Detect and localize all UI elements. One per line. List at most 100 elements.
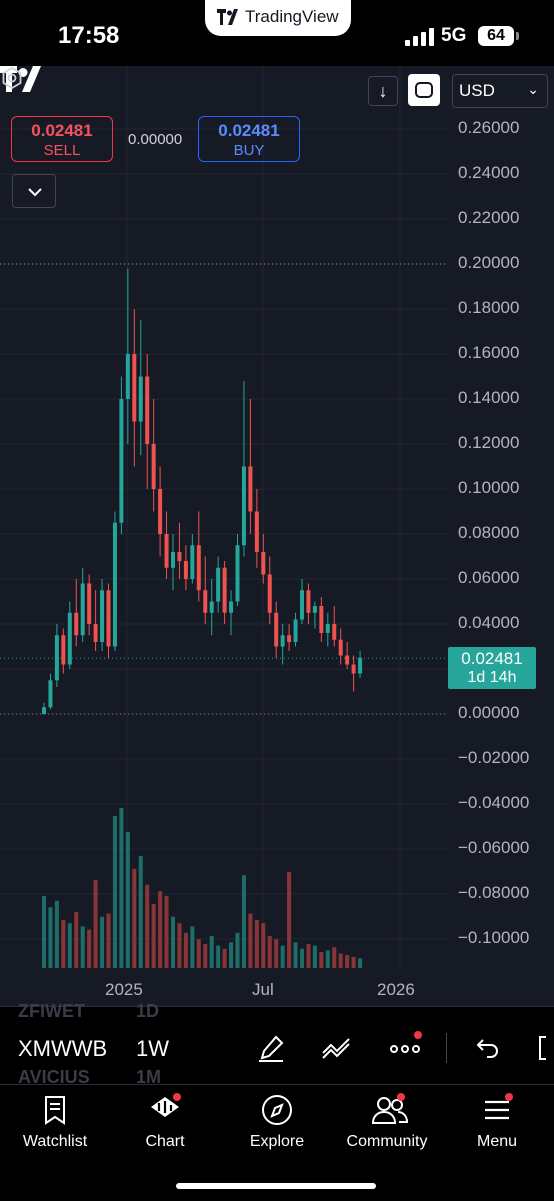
volume-bar	[312, 945, 317, 968]
brush-icon[interactable]	[254, 1031, 288, 1065]
volume-bar	[171, 916, 175, 968]
sell-button[interactable]: 0.02481 SELL	[11, 116, 113, 162]
download-button[interactable]: ↓	[368, 76, 398, 106]
candle-body	[171, 552, 175, 568]
candle-body	[358, 657, 363, 674]
candlestick-chart[interactable]	[0, 66, 554, 1006]
volume-bar	[119, 808, 124, 968]
price-tick-label: 0.24000	[458, 163, 520, 182]
volume-bar	[145, 884, 150, 968]
candle-body	[293, 619, 298, 642]
candle-body	[196, 545, 201, 591]
candle-body	[235, 545, 240, 602]
candle-body	[241, 466, 246, 546]
volume-bar	[54, 900, 59, 968]
time-label-2025: 2025	[105, 980, 143, 999]
volume-bar	[48, 907, 53, 968]
volume-bar	[216, 945, 221, 968]
watchlist-icon	[45, 1096, 65, 1125]
more-icon[interactable]	[388, 1031, 422, 1065]
candle-body	[48, 680, 53, 708]
buy-button[interactable]: 0.02481 BUY	[198, 116, 300, 162]
status-time: 17:58	[58, 22, 120, 49]
volume-bar	[42, 896, 46, 968]
volume-bar	[306, 944, 311, 968]
last-price-value: 0.02481	[461, 649, 523, 668]
nav-chart[interactable]: Chart	[110, 1085, 220, 1165]
chart-type-button[interactable]	[408, 74, 440, 106]
symbol-picker[interactable]: XMWWB	[18, 1036, 108, 1061]
volume-bar	[112, 816, 117, 968]
undo-icon[interactable]	[470, 1031, 504, 1065]
price-tick-label: 0.06000	[458, 568, 520, 587]
volume-bar	[332, 947, 337, 968]
nav-label: Watchlist	[22, 1133, 88, 1150]
candle-body	[132, 354, 137, 422]
candle-body	[248, 466, 253, 512]
volume-bar	[300, 948, 304, 968]
nav-label: Chart	[145, 1133, 185, 1150]
tradingview-logo-icon	[217, 9, 238, 25]
nav-explore[interactable]: Explore	[222, 1085, 332, 1165]
price-tick-label: 0.04000	[458, 613, 520, 632]
time-label-jul: Jul	[252, 980, 274, 999]
volume-bar	[106, 913, 111, 968]
volume-bar	[100, 916, 105, 968]
spread-value: 0.00000	[128, 131, 183, 148]
chart-area[interactable]: 0.26000 0.24000 0.22000 0.20000 0.18000 0.160…	[0, 66, 554, 1006]
toolbar-divider	[446, 1033, 447, 1063]
status-bar: 17:58 TradingView 5G 64	[0, 0, 554, 66]
volume-bar	[209, 936, 214, 968]
compass-icon	[262, 1095, 292, 1125]
buy-label: BUY	[233, 142, 265, 159]
candle-body	[183, 561, 188, 579]
price-tick-label: 0.10000	[458, 478, 520, 497]
nav-community[interactable]: Community	[332, 1085, 442, 1165]
home-indicator	[176, 1183, 376, 1189]
notification-dot	[505, 1093, 513, 1101]
candle-body	[80, 583, 85, 636]
candle-body	[274, 612, 279, 647]
volume-bar	[338, 953, 343, 968]
volume-bar	[358, 958, 363, 968]
candle-body	[177, 552, 182, 561]
price-tick-label: −0.06000	[458, 838, 530, 857]
buy-price: 0.02481	[218, 121, 280, 140]
volume-bar	[190, 926, 195, 968]
tradingview-pill[interactable]: TradingView	[205, 0, 351, 36]
nav-watchlist[interactable]: Watchlist	[0, 1085, 110, 1165]
app-name: TradingView	[245, 7, 339, 26]
volume-bar	[74, 912, 79, 968]
volume-bar	[164, 896, 169, 968]
bottom-nav: Watchlist Chart Explore Community Menu	[0, 1084, 554, 1201]
nav-menu[interactable]: Menu	[442, 1085, 552, 1165]
interval-picker[interactable]: 1W	[136, 1036, 169, 1061]
volume-bar	[125, 832, 130, 968]
candle-body	[280, 635, 285, 647]
sell-label: SELL	[43, 142, 81, 159]
candle-body	[158, 489, 163, 534]
indicators-icon[interactable]	[320, 1031, 354, 1065]
notification-dot	[173, 1093, 181, 1101]
chevron-down-icon	[28, 188, 42, 197]
fullscreen-icon[interactable]	[534, 1031, 554, 1065]
price-tick-label: −0.04000	[458, 793, 530, 812]
volume-bar	[319, 952, 324, 968]
nav-label: Explore	[249, 1133, 305, 1150]
volume-bar	[61, 920, 66, 968]
last-price-tag: 0.02481 1d 14h	[448, 647, 536, 689]
volume-bar	[177, 923, 182, 968]
price-tick-label: 0.00000	[458, 703, 520, 722]
volume-bar	[183, 932, 188, 968]
volume-bar	[235, 932, 240, 968]
volume-bar	[248, 913, 253, 968]
settings-icon[interactable]	[0, 66, 24, 90]
currency-select[interactable]: USD ⌄	[452, 74, 548, 108]
battery-tip	[516, 32, 519, 40]
candle-body	[74, 612, 79, 636]
candle-body	[306, 590, 311, 613]
currency-value: USD	[459, 81, 495, 100]
collapse-button[interactable]	[12, 174, 56, 208]
network-type: 5G	[441, 25, 467, 46]
price-tick-label: 0.12000	[458, 433, 520, 452]
